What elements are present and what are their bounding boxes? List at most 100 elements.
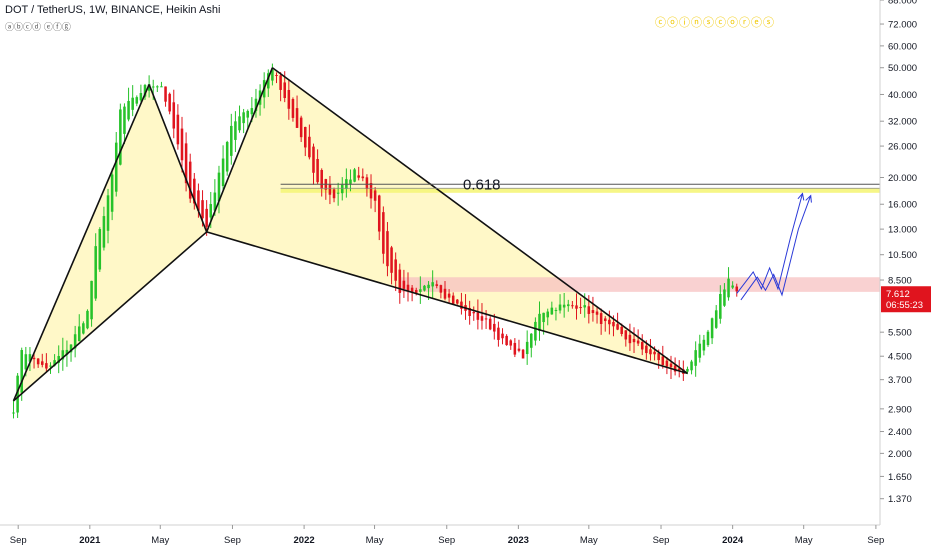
candle-body xyxy=(386,231,389,267)
candle-body xyxy=(649,349,652,355)
last-price-bg xyxy=(881,286,931,313)
candle-body xyxy=(608,319,611,325)
time-tick-label: May xyxy=(366,535,384,546)
candle-body xyxy=(230,125,233,156)
candle-body xyxy=(184,143,188,184)
candle-body xyxy=(509,340,513,346)
candle-body xyxy=(201,200,204,219)
candle-body xyxy=(513,342,517,355)
candle-body xyxy=(246,110,250,118)
candle-body xyxy=(283,82,286,99)
candle-body xyxy=(82,323,85,334)
price-axis[interactable]: 88.000 72.000 60.000 50.000 40.000 32.000 26.0… xyxy=(879,0,917,525)
candle-body xyxy=(427,284,430,289)
candle-body xyxy=(377,195,381,232)
candle-body xyxy=(53,360,56,366)
candle-body xyxy=(501,333,504,339)
candle-body xyxy=(661,356,665,365)
price-tick-label: 1.370 xyxy=(888,494,912,505)
candle-body xyxy=(472,311,476,314)
pattern-lines xyxy=(12,67,688,402)
candle-body xyxy=(119,109,122,165)
candle-body xyxy=(534,321,537,341)
candle-body xyxy=(497,327,500,340)
time-tick-label: Sep xyxy=(438,535,455,546)
candle-body xyxy=(406,284,410,291)
pattern-leg xyxy=(205,67,274,233)
candle-body xyxy=(205,208,208,227)
candle-body xyxy=(32,357,36,360)
candle-body xyxy=(234,121,237,140)
candle-body xyxy=(398,269,402,293)
candle-body xyxy=(24,354,28,370)
candle-body xyxy=(320,170,323,189)
candle-body xyxy=(645,345,648,354)
candle-body xyxy=(225,141,229,172)
candle-body xyxy=(197,190,200,211)
candle-body xyxy=(423,285,426,291)
last-price-value: 7.612 xyxy=(886,289,910,300)
pattern-leg xyxy=(148,84,208,233)
candle-body xyxy=(603,318,607,322)
candle-body xyxy=(706,331,710,346)
candle-body xyxy=(456,299,459,304)
candle-body xyxy=(451,295,455,304)
candle-body xyxy=(131,97,134,110)
candle-body xyxy=(517,348,521,351)
time-tick-label: Sep xyxy=(653,535,670,546)
price-tick-label: 88.000 xyxy=(888,0,917,7)
candle-body xyxy=(40,361,44,365)
candle-body xyxy=(414,289,418,294)
candle-body xyxy=(20,350,23,393)
candle-body xyxy=(525,341,529,355)
candle-body xyxy=(702,339,706,351)
candle-body xyxy=(209,204,213,218)
time-tick-label: Sep xyxy=(10,535,27,546)
candle-body xyxy=(493,323,496,332)
candle-body xyxy=(480,316,484,321)
harmonic-pattern xyxy=(13,67,688,401)
time-axis[interactable]: Sep 2021 May Sep 2022 May Sep 2023 May Sep 2024 May… xyxy=(0,524,884,546)
time-tick-label: Sep xyxy=(867,535,884,546)
candle-body xyxy=(172,102,176,129)
candle-body xyxy=(591,310,595,314)
price-tick-label: 10.500 xyxy=(888,250,917,261)
price-tick-label: 2.900 xyxy=(888,404,912,415)
candle-body xyxy=(102,216,106,248)
time-tick-label: 2024 xyxy=(722,535,744,546)
candle-body xyxy=(710,318,714,339)
candle-body xyxy=(168,93,171,112)
candle-body xyxy=(476,312,480,320)
candle-body xyxy=(599,313,603,325)
candle-body xyxy=(86,310,89,329)
candle-body xyxy=(690,361,693,371)
yellow-resistance-zone xyxy=(280,188,880,193)
candle-body xyxy=(612,321,615,327)
candle-body xyxy=(147,84,151,91)
candle-body xyxy=(98,229,102,270)
candle-body xyxy=(394,259,397,281)
candle-body xyxy=(328,184,332,195)
candle-body xyxy=(279,75,282,90)
candle-body xyxy=(719,293,722,319)
candle-body xyxy=(365,177,369,189)
candle-body xyxy=(657,353,660,361)
candle-body xyxy=(431,282,434,287)
time-tick-label: May xyxy=(151,535,169,546)
candle-body xyxy=(575,305,578,309)
candle-body xyxy=(505,335,508,346)
candle-body xyxy=(620,326,623,334)
candle-body xyxy=(673,365,677,372)
price-tick-label: 32.000 xyxy=(888,117,917,128)
price-tick-label: 60.000 xyxy=(888,41,917,52)
candle-body xyxy=(180,128,184,161)
price-tick-label: 5.500 xyxy=(888,328,912,339)
candle-body xyxy=(460,301,463,309)
candle-body xyxy=(16,375,19,413)
candle-body xyxy=(353,169,356,182)
fib-label: 0.618 xyxy=(463,176,501,193)
candle-body xyxy=(193,178,196,204)
candle-body xyxy=(640,342,644,350)
